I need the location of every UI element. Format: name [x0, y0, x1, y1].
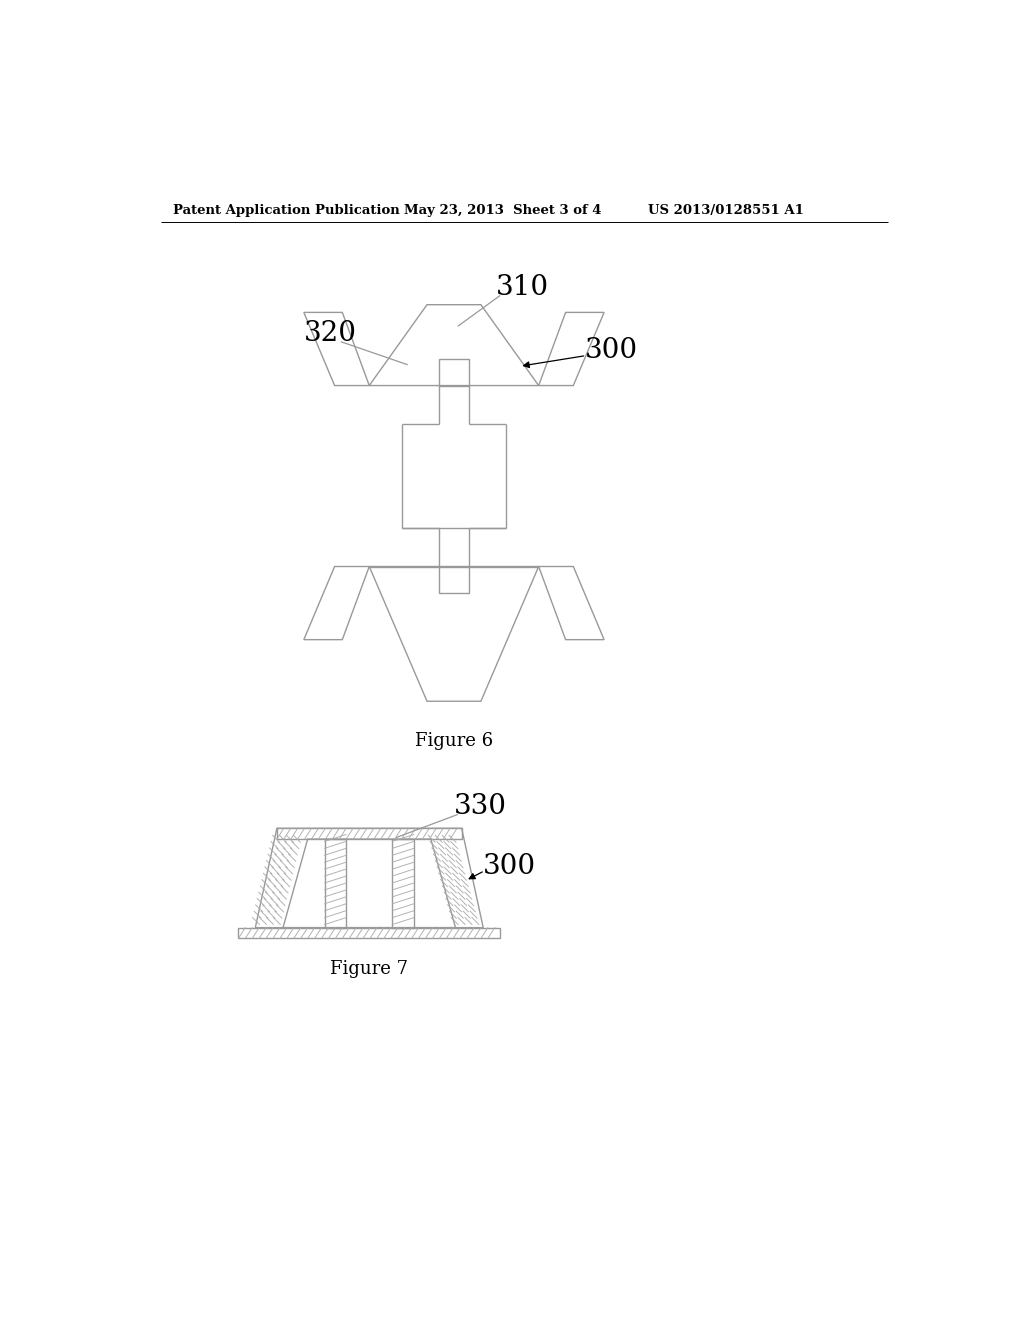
Text: 310: 310 — [497, 275, 550, 301]
Text: Figure 7: Figure 7 — [331, 960, 409, 978]
Text: 300: 300 — [483, 853, 537, 880]
Text: 300: 300 — [585, 338, 638, 364]
Text: 330: 330 — [454, 793, 507, 820]
Text: May 23, 2013  Sheet 3 of 4: May 23, 2013 Sheet 3 of 4 — [403, 205, 601, 218]
Text: US 2013/0128551 A1: US 2013/0128551 A1 — [648, 205, 804, 218]
Text: 320: 320 — [304, 321, 356, 347]
Text: Patent Application Publication: Patent Application Publication — [173, 205, 399, 218]
Text: Figure 6: Figure 6 — [415, 733, 493, 750]
